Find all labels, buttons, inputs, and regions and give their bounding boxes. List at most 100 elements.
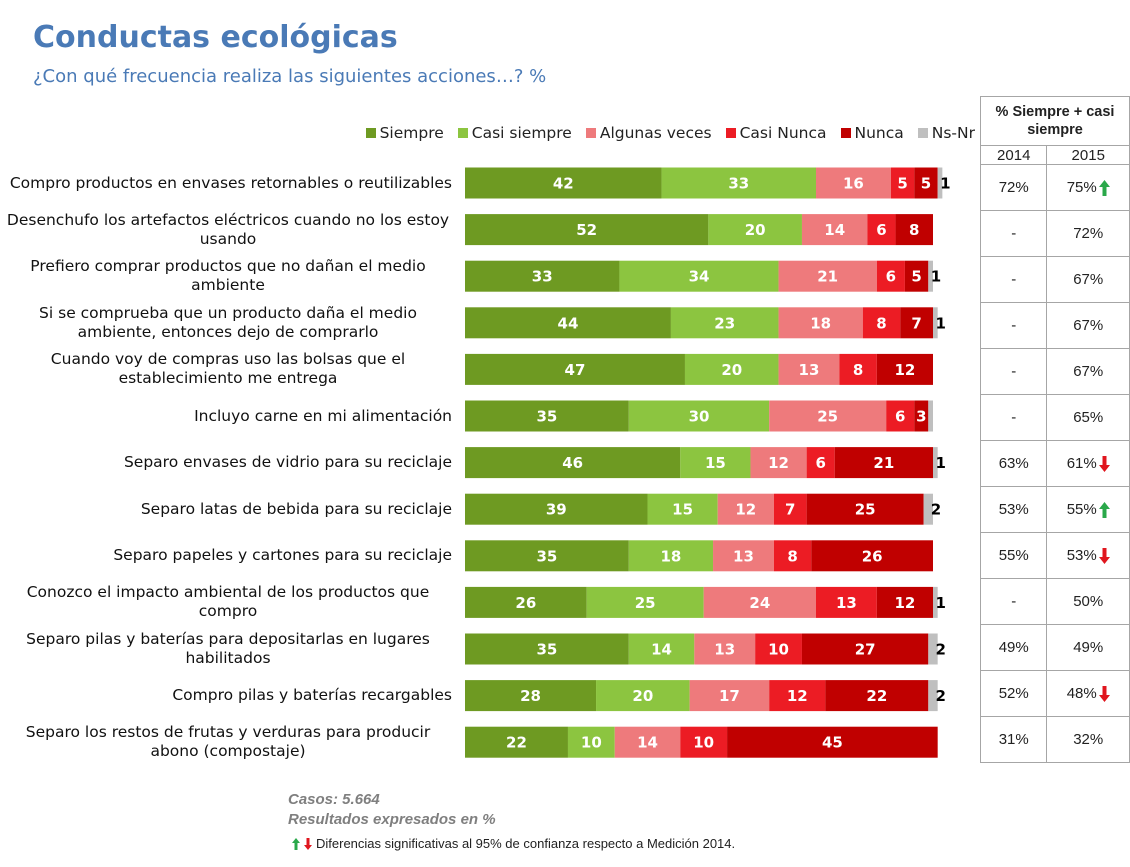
bar-segment xyxy=(773,493,807,525)
units-note: Resultados expresados en % xyxy=(288,811,496,828)
bar-segment xyxy=(567,726,615,758)
data-label: 12 xyxy=(894,594,915,612)
category-label: Si se comprueba que un producto daña el … xyxy=(2,300,452,346)
data-label: 1 xyxy=(940,175,950,193)
bar-segment xyxy=(628,633,695,665)
bar-segment xyxy=(839,353,877,385)
data-label: 24 xyxy=(749,594,770,612)
data-label: 10 xyxy=(693,734,714,752)
data-label: 13 xyxy=(733,547,754,565)
data-label: 15 xyxy=(705,454,726,472)
data-label: 35 xyxy=(536,408,557,426)
table-cell: 67% xyxy=(1046,256,1130,303)
bar-segment xyxy=(628,540,714,572)
data-label: 52 xyxy=(576,221,597,239)
category-text: Separo los restos de frutas y verduras p… xyxy=(25,723,431,761)
bar-segment xyxy=(816,167,891,199)
data-label: 8 xyxy=(853,361,863,379)
data-label: 1 xyxy=(931,268,941,286)
table-cell: 67% xyxy=(1046,302,1130,349)
data-label: 22 xyxy=(506,734,527,752)
data-label: 12 xyxy=(735,501,756,519)
table-cell: - xyxy=(979,210,1048,257)
bar-segment xyxy=(801,633,929,665)
data-label: 2 xyxy=(935,687,945,705)
data-label: 33 xyxy=(728,175,749,193)
bar-segment xyxy=(680,726,728,758)
bar-segment xyxy=(876,260,905,292)
data-label: 13 xyxy=(714,641,735,659)
cell-text: - xyxy=(1011,409,1017,426)
data-label: 25 xyxy=(635,594,656,612)
bar-segment xyxy=(862,307,901,339)
cell-text: 67% xyxy=(1073,363,1104,380)
data-label: 21 xyxy=(817,268,838,286)
table-cell: 49% xyxy=(979,624,1048,671)
column-header: 2015 xyxy=(1046,145,1130,165)
bar-segment xyxy=(806,447,835,479)
bar-segment xyxy=(886,400,915,432)
legend-swatch xyxy=(725,128,736,138)
data-label: 2 xyxy=(935,641,945,659)
trend-arrow xyxy=(1098,548,1110,565)
data-label: 45 xyxy=(822,734,843,752)
cell-text: 61% xyxy=(1066,454,1097,472)
data-label: 6 xyxy=(895,408,905,426)
category-text: Conozco el impacto ambiental de los prod… xyxy=(26,583,430,621)
bar-segment xyxy=(755,633,802,665)
table-cell: 32% xyxy=(1046,716,1130,763)
cell-text: 50% xyxy=(1073,593,1104,610)
table-header-row: % Siempre + casi siempre xyxy=(980,96,1130,146)
bar-segment xyxy=(914,400,929,432)
trend-arrow-shape xyxy=(1098,548,1110,565)
cell-text: 72% xyxy=(998,179,1029,196)
data-label: 7 xyxy=(785,501,795,519)
data-label: 6 xyxy=(886,268,896,286)
cell-text: 63% xyxy=(998,455,1029,472)
bar-segment xyxy=(465,680,597,712)
bar-segment xyxy=(933,586,938,618)
table-cell: 63% xyxy=(979,440,1048,487)
bar-segment xyxy=(465,586,587,618)
legend-item: Ns-Nr xyxy=(917,124,975,142)
data-label: 10 xyxy=(581,734,602,752)
category-label: Desenchufo los artefactos eléctricos cua… xyxy=(2,207,452,253)
data-label: 12 xyxy=(768,454,789,472)
table-cell: 48% xyxy=(1046,670,1130,717)
data-label: 30 xyxy=(689,408,710,426)
table-cell: - xyxy=(979,348,1048,395)
bar-segment xyxy=(895,214,933,246)
data-label: 47 xyxy=(565,361,586,379)
table-cell: - xyxy=(979,394,1048,441)
table-row: 49% 49% xyxy=(979,624,1130,671)
table-row: 55% 53% xyxy=(979,532,1130,579)
category-text: Compro pilas y baterías recargables xyxy=(172,686,452,705)
data-label: 14 xyxy=(637,734,658,752)
chart-subtitle: ¿Con qué frecuencia realiza las siguient… xyxy=(33,66,547,87)
bar-segment xyxy=(904,260,929,292)
data-label: 22 xyxy=(866,687,887,705)
cell-text: 53% xyxy=(1066,546,1097,564)
bar-segment xyxy=(717,493,774,525)
bar-segment xyxy=(670,307,779,339)
data-label: 18 xyxy=(660,547,681,565)
data-label: 14 xyxy=(824,221,845,239)
legend-label: Casi siempre xyxy=(471,124,572,142)
bar-segment xyxy=(834,447,933,479)
trend-arrow xyxy=(1098,180,1110,197)
bar-segment xyxy=(628,400,770,432)
legend-label: Algunas veces xyxy=(599,124,712,142)
table-cell: 50% xyxy=(1046,578,1130,625)
data-label: 26 xyxy=(862,547,883,565)
cell-text: 67% xyxy=(1073,317,1104,334)
data-label: 20 xyxy=(721,361,742,379)
category-label: Separo los restos de frutas y verduras p… xyxy=(2,719,452,765)
data-label: 25 xyxy=(855,501,876,519)
bar-segment xyxy=(933,447,938,479)
table-cell: 55% xyxy=(979,532,1048,579)
bar-segment xyxy=(890,167,915,199)
data-label: 10 xyxy=(768,641,789,659)
bar-segment xyxy=(750,447,807,479)
